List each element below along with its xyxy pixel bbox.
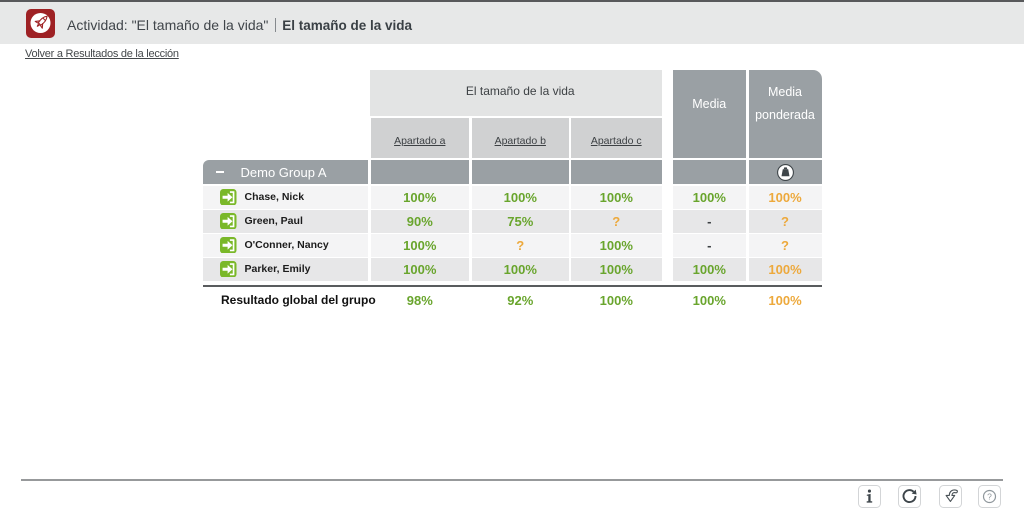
svg-text:?: ?: [987, 491, 992, 501]
